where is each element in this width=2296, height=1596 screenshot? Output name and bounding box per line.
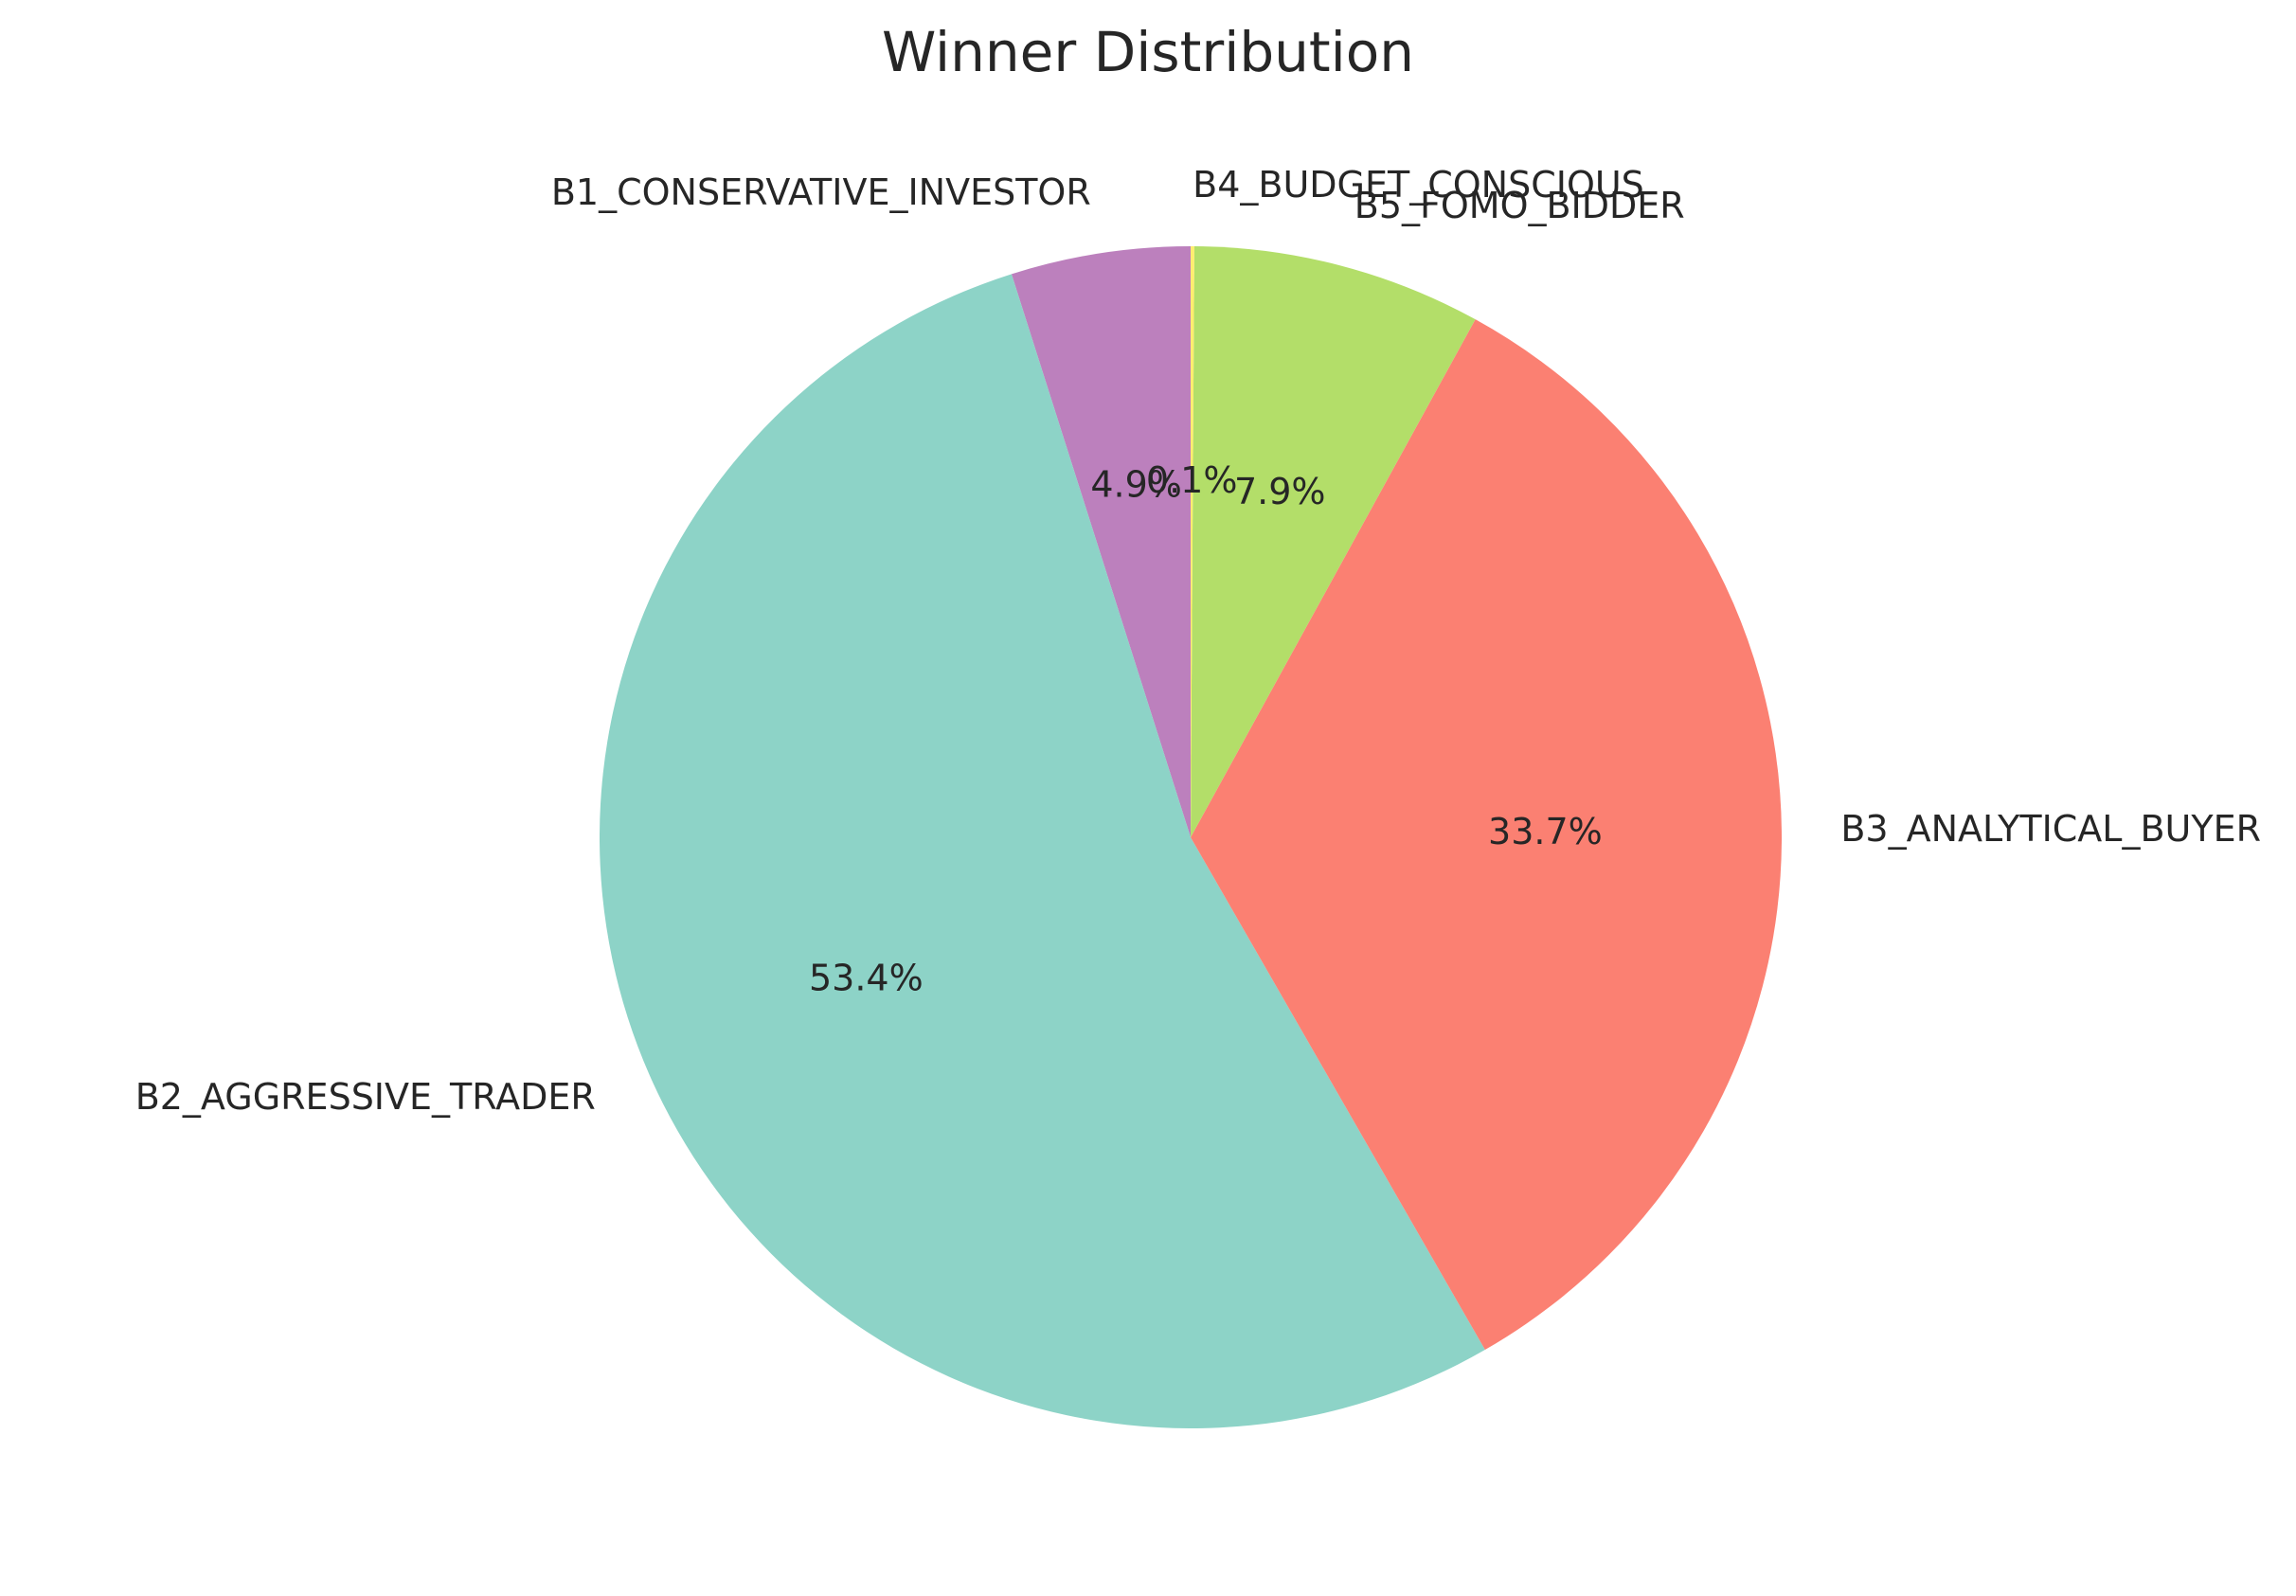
slice-label-b5-fomo-bidder: B5_FOMO_BIDDER [1354,185,1685,226]
percentage-labels: 4.9% 53.4% 33.7% 7.9%0.1% [809,459,1603,998]
slice-label-b3-analytical-buyer: B3_ANALYTICAL_BUYER [1840,808,2261,850]
pie-slice-b1-conservative-investor [1011,246,1191,837]
slice-label-b4-budget-conscious: B4_BUDGET_CONSCIOUS [1193,164,1644,206]
pct-label-b5-fomo-bidder: 7.9% [1234,471,1326,512]
slice-labels: B1_CONSERVATIVE_INVESTOR B2_AGGRESSIVE_TR… [135,164,2261,1118]
pie-slice-b5-fomo-bidder [1191,246,1476,837]
pie-slice-b3-analytical-buyer [1191,319,1783,1351]
pie-slice-b4-budget-conscious [1191,246,1194,837]
pct-label-b3-analytical-buyer: 33.7% [1488,811,1603,852]
pie-slice-b2-aggressive-trader [600,274,1485,1429]
pct-label-b2-aggressive-trader: 53.4% [809,957,924,998]
pct-label-b4-budget-conscious: 0.1% [1146,459,1238,501]
pie-slices [600,246,1783,1429]
slice-label-b2-aggressive-trader: B2_AGGRESSIVE_TRADER [135,1076,596,1118]
chart-title: Winner Distribution [882,20,1414,84]
pct-label-b1-conservative-investor: 4.9% [1090,464,1182,506]
slice-label-b1-conservative-investor: B1_CONSERVATIVE_INVESTOR [551,171,1091,213]
